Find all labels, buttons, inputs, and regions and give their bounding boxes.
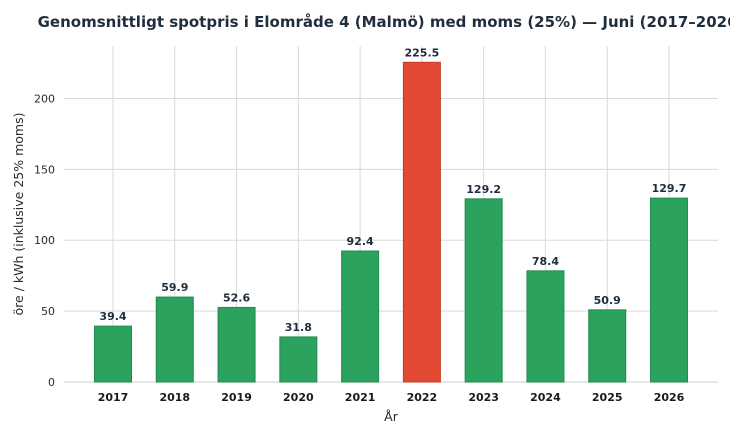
x-tick-label: 2024 <box>530 391 561 404</box>
bar-2019 <box>217 306 256 383</box>
bar-2018 <box>155 296 194 383</box>
bar-2021 <box>341 250 380 383</box>
x-axis-label: År <box>384 409 399 424</box>
data-label-2025: 50.9 <box>594 294 621 307</box>
bar-2025 <box>588 309 627 383</box>
data-label-2023: 129.2 <box>466 183 501 196</box>
x-tick-label: 2025 <box>592 391 623 404</box>
data-label-2017: 39.4 <box>99 310 126 323</box>
bar-2020 <box>279 336 318 383</box>
bar-2017 <box>94 325 132 383</box>
x-tick-label: 2017 <box>98 391 129 404</box>
bars-layer <box>94 61 688 383</box>
data-label-2019: 52.6 <box>223 291 250 304</box>
data-label-2022: 225.5 <box>404 46 439 59</box>
y-tick-label: 150 <box>34 163 55 176</box>
data-label-2018: 59.9 <box>161 281 188 294</box>
y-tick-label: 0 <box>48 376 55 389</box>
data-label-2024: 78.4 <box>532 255 559 268</box>
y-tick-label: 50 <box>41 305 55 318</box>
y-axis-label: öre / kWh (inklusive 25% moms) <box>11 113 26 316</box>
x-tick-label: 2026 <box>654 391 685 404</box>
y-tick-label: 100 <box>34 234 55 247</box>
x-tick-label: 2022 <box>407 391 438 404</box>
y-ticks-layer: 0 50 100 150 200 <box>34 92 55 389</box>
y-tick-label: 200 <box>34 92 55 105</box>
data-label-2021: 92.4 <box>347 235 374 248</box>
data-label-2020: 31.8 <box>285 321 312 334</box>
x-tick-label: 2018 <box>159 391 190 404</box>
bar-2022 <box>402 61 441 383</box>
x-ticks-layer: 2017 2018 2019 2020 2021 2022 2023 2024 2025 2026 <box>98 391 685 404</box>
bar-2023 <box>464 198 503 383</box>
bar-2024 <box>526 270 565 383</box>
x-tick-label: 2023 <box>468 391 499 404</box>
x-tick-label: 2019 <box>221 391 252 404</box>
data-label-2026: 129.7 <box>652 182 687 195</box>
bar-2026 <box>650 197 688 383</box>
chart-title: Genomsnittligt spotpris i Elområde 4 (Ma… <box>38 13 730 31</box>
x-tick-label: 2020 <box>283 391 314 404</box>
x-tick-label: 2021 <box>345 391 376 404</box>
data-labels-layer: 39.4 59.9 52.6 31.8 92.4 225.5 129.2 78.4 50.9 12… <box>99 46 686 334</box>
